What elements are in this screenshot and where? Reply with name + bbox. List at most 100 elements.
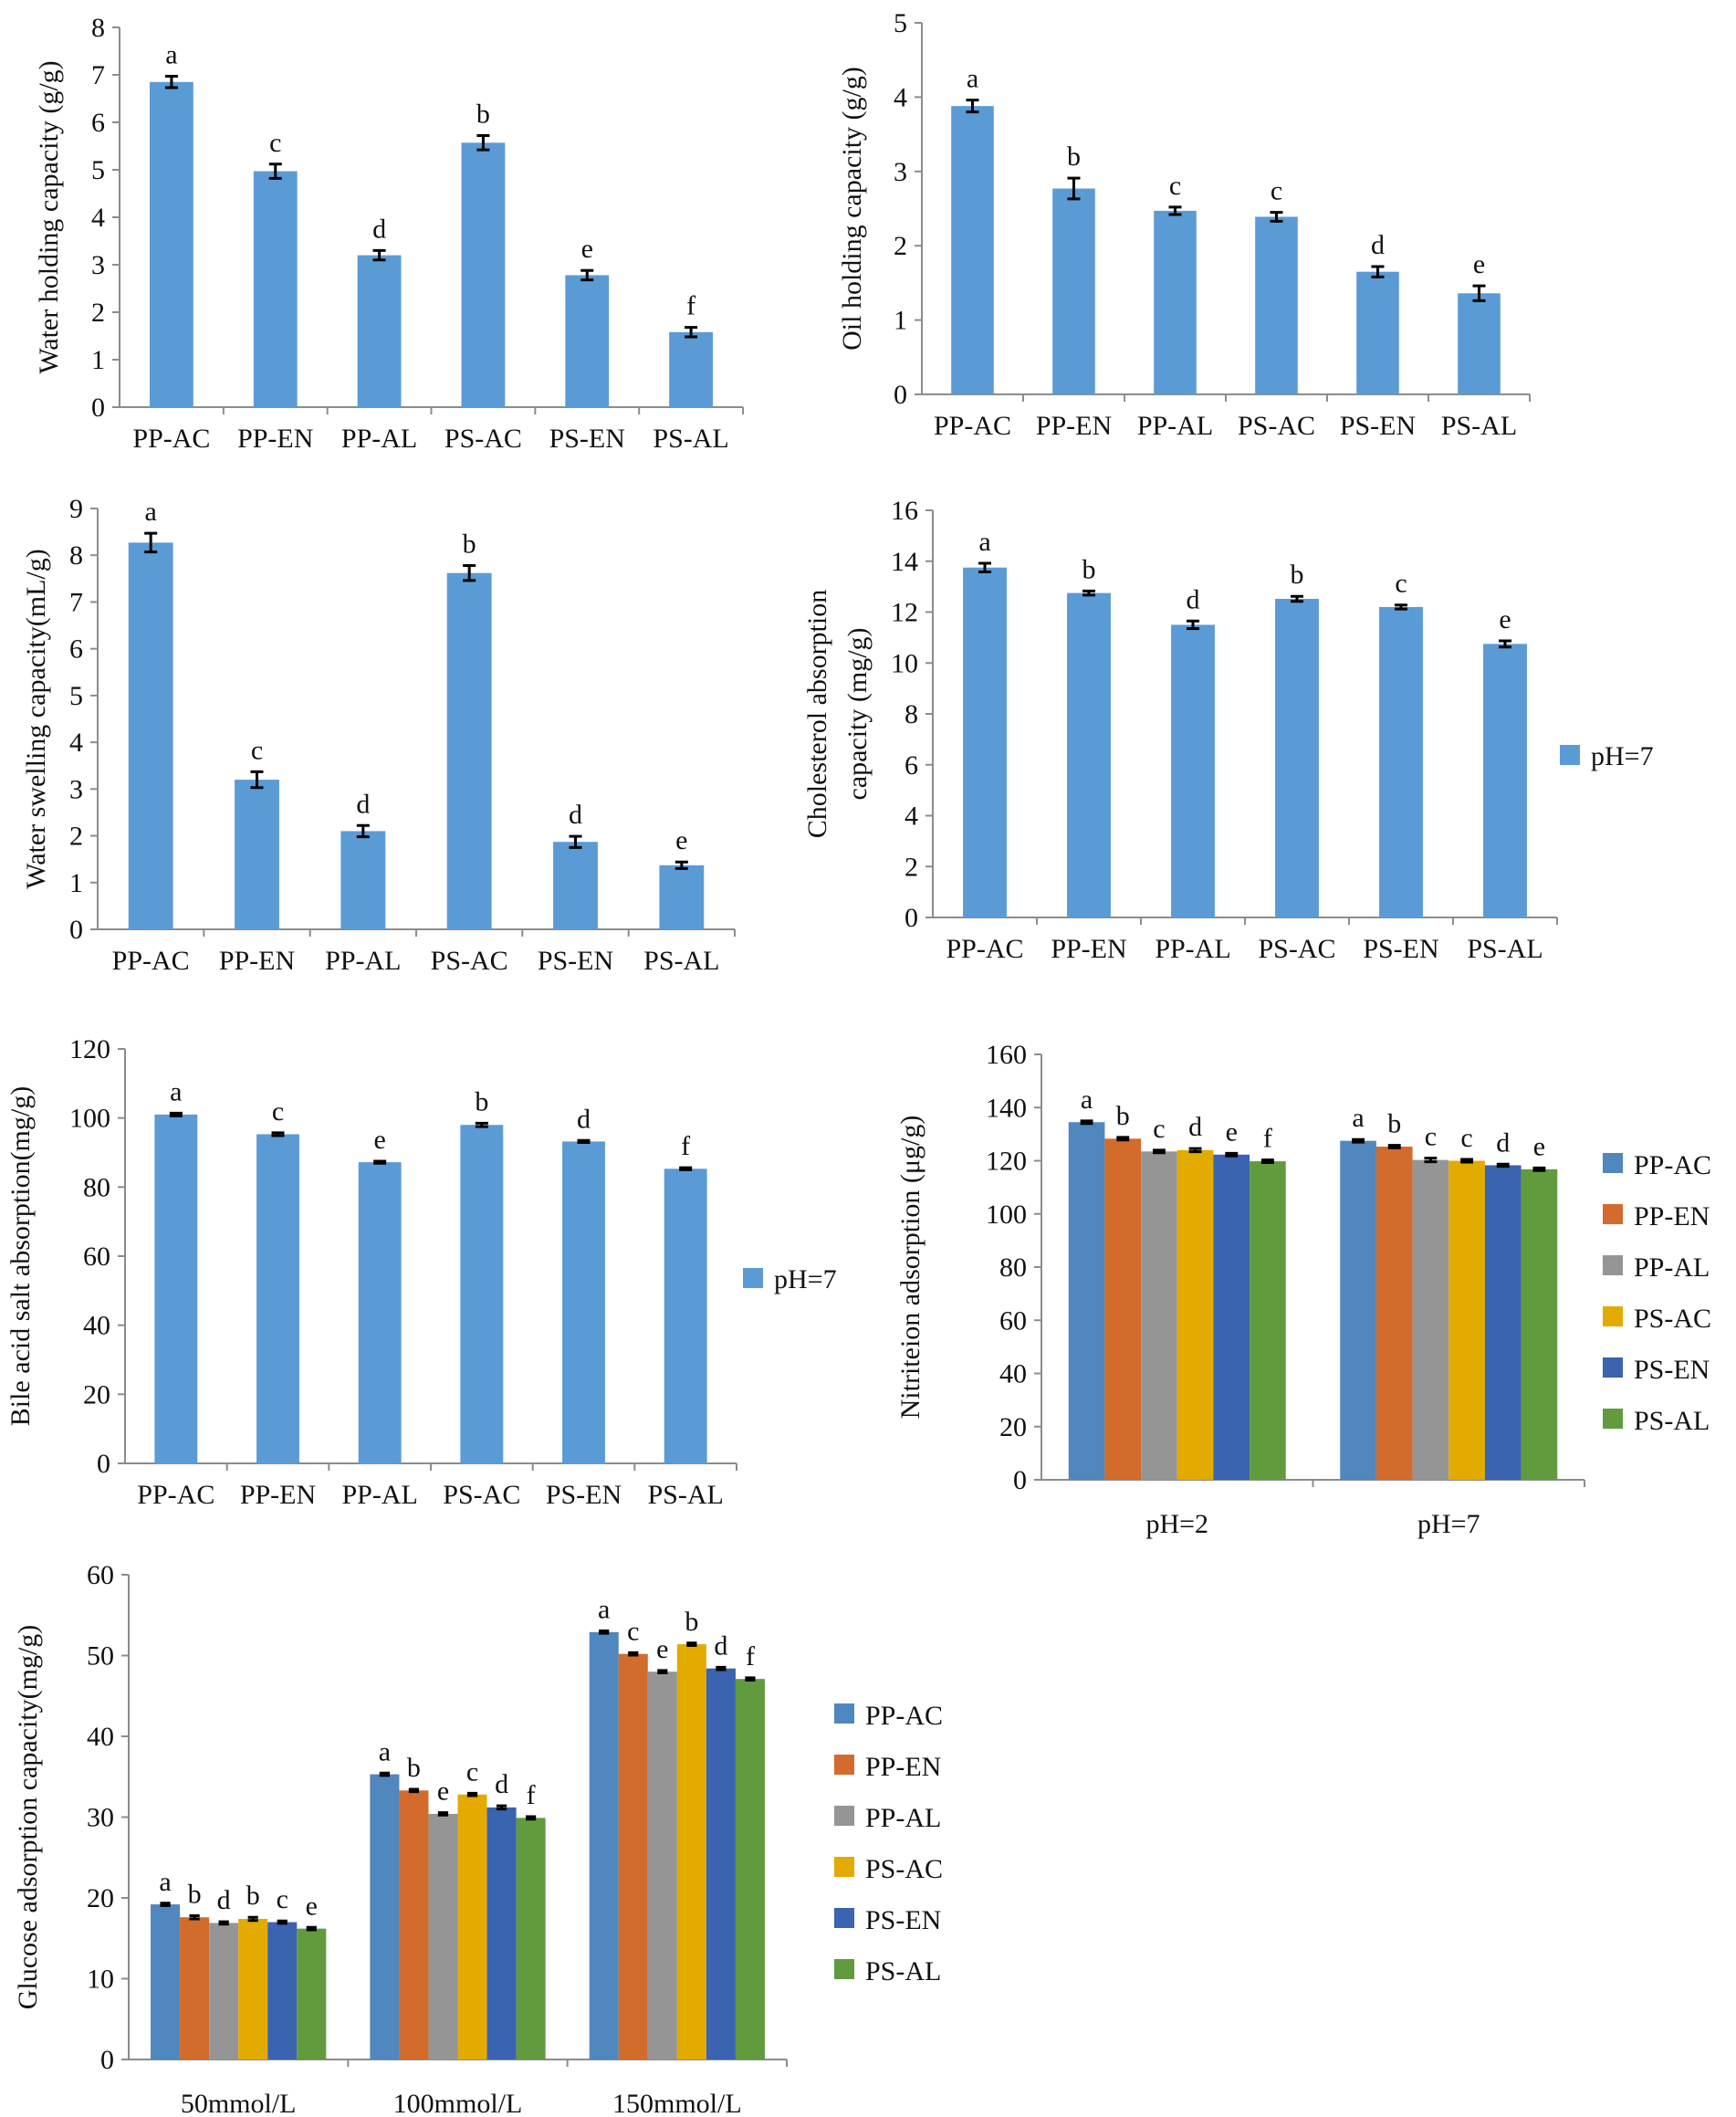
error-bar bbox=[1472, 284, 1486, 302]
significance-letter: b bbox=[475, 1086, 488, 1116]
x-tick-label: PS-EN bbox=[538, 946, 613, 976]
error-bar bbox=[218, 1920, 229, 1926]
x-tick-label: 150mmol/L bbox=[612, 2089, 742, 2117]
y-tick-label: 2 bbox=[905, 852, 918, 882]
bar bbox=[1141, 1151, 1177, 1480]
error-bar bbox=[1496, 1162, 1510, 1169]
x-tick-label: PP-AC bbox=[946, 934, 1023, 964]
error-bar bbox=[1082, 589, 1095, 597]
x-tick-label: PP-EN bbox=[1051, 934, 1126, 964]
bar bbox=[1154, 210, 1197, 394]
y-axis-label: Nitriteion adsorption (μg/g) bbox=[895, 1116, 926, 1420]
bar bbox=[1177, 1149, 1214, 1480]
y-axis-label: Bile acid salt absorption(mg/g) bbox=[5, 1086, 36, 1426]
x-tick-label: PP-EN bbox=[240, 1480, 316, 1510]
x-tick-label: PP-AL bbox=[1137, 411, 1213, 441]
error-bar bbox=[372, 248, 386, 262]
significance-letter: b bbox=[476, 100, 490, 130]
bar bbox=[253, 171, 298, 407]
y-tick-label: 100 bbox=[986, 1200, 1027, 1230]
y-axis-label: Water swelling capacity(mL/g) bbox=[21, 549, 51, 888]
bar bbox=[486, 1807, 517, 2059]
significance-letter: e bbox=[374, 1125, 386, 1155]
error-bar bbox=[599, 1630, 610, 1635]
bar bbox=[1458, 293, 1501, 394]
error-bar bbox=[1352, 1137, 1365, 1144]
y-tick-label: 120 bbox=[986, 1147, 1027, 1177]
y-tick-label: 16 bbox=[891, 496, 918, 526]
x-tick-label: PP-EN bbox=[1036, 411, 1112, 441]
bar bbox=[370, 1774, 400, 2059]
bar bbox=[1412, 1159, 1449, 1480]
significance-letter: b bbox=[1116, 1101, 1130, 1131]
bar bbox=[1483, 644, 1527, 917]
bar bbox=[1250, 1161, 1286, 1480]
y-tick-label: 0 bbox=[100, 2045, 114, 2075]
bar bbox=[1521, 1169, 1558, 1480]
chart-panel-1: 0 1 2 3 4 5 Oil holding capacity (g/g) PP-AC PP-… bbox=[837, 8, 1531, 441]
x-tick-label: PP-EN bbox=[237, 424, 313, 454]
error-bar bbox=[1187, 619, 1199, 631]
error-bar bbox=[1424, 1157, 1438, 1164]
significance-letter: d bbox=[1496, 1127, 1510, 1158]
error-bar bbox=[1116, 1136, 1130, 1142]
legend-label: PS-AL bbox=[865, 1956, 941, 1986]
significance-letter: c bbox=[277, 1884, 288, 1914]
error-bar bbox=[169, 1111, 183, 1117]
bar bbox=[180, 1917, 210, 2059]
error-bar bbox=[679, 1166, 693, 1171]
y-tick-label: 5 bbox=[894, 8, 907, 38]
significance-letter: c bbox=[251, 735, 263, 765]
legend-swatch bbox=[1560, 745, 1580, 765]
error-bar bbox=[189, 1913, 200, 1921]
y-tick-label: 100 bbox=[69, 1104, 110, 1134]
x-tick-label: PP-AL bbox=[341, 1480, 417, 1510]
error-bar bbox=[1225, 1151, 1239, 1158]
y-axis-label: Cholesterol absorption bbox=[802, 590, 832, 838]
error-bar bbox=[569, 834, 582, 849]
bar bbox=[618, 1653, 648, 2059]
significance-letter: e bbox=[656, 1634, 668, 1664]
y-tick-label: 50 bbox=[87, 1641, 114, 1672]
y-tick-label: 12 bbox=[891, 598, 918, 628]
significance-letter: f bbox=[681, 1131, 690, 1161]
significance-letter: a bbox=[165, 40, 177, 70]
legend-swatch bbox=[1603, 1153, 1623, 1173]
x-tick-label: PP-AC bbox=[934, 411, 1011, 441]
error-bar bbox=[1387, 1144, 1401, 1150]
x-tick-label: PS-AC bbox=[1258, 934, 1335, 964]
significance-letter: d bbox=[1371, 230, 1385, 260]
error-bar bbox=[1291, 594, 1303, 603]
chart-panel-5: 0 20 40 60 80 100 120 140 160 Nitriteion adsorpti… bbox=[895, 1040, 1711, 1539]
y-tick-label: 9 bbox=[69, 494, 83, 524]
y-tick-label: 4 bbox=[894, 82, 907, 112]
legend-swatch bbox=[834, 1806, 854, 1826]
x-tick-label: PS-EN bbox=[1340, 411, 1416, 441]
bar bbox=[357, 255, 402, 407]
legend-label: pH=7 bbox=[774, 1264, 837, 1294]
error-bar bbox=[657, 1669, 668, 1675]
significance-letter: a bbox=[170, 1076, 182, 1106]
legend-label: PS-AC bbox=[1634, 1304, 1711, 1334]
significance-letter: c bbox=[269, 128, 281, 158]
y-tick-label: 6 bbox=[905, 750, 918, 781]
significance-letter: b bbox=[1067, 141, 1081, 172]
y-tick-label: 1 bbox=[91, 345, 105, 375]
x-tick-label: PP-AC bbox=[112, 946, 190, 976]
y-tick-label: 60 bbox=[83, 1242, 110, 1272]
y-tick-label: 2 bbox=[894, 231, 907, 261]
legend-label: PP-AL bbox=[1634, 1252, 1710, 1283]
error-bar bbox=[1067, 176, 1081, 201]
y-tick-label: 3 bbox=[69, 774, 83, 804]
y-tick-label: 140 bbox=[986, 1093, 1027, 1123]
bar bbox=[128, 542, 173, 929]
legend-label: PS-AC bbox=[865, 1854, 943, 1884]
bar bbox=[951, 106, 994, 394]
significance-letter: c bbox=[1153, 1114, 1165, 1144]
y-tick-label: 30 bbox=[87, 1803, 114, 1833]
bar bbox=[457, 1794, 487, 2059]
error-bar bbox=[144, 531, 158, 554]
y-tick-label: 5 bbox=[69, 681, 83, 711]
bar bbox=[428, 1813, 458, 2059]
error-bar bbox=[580, 268, 594, 282]
